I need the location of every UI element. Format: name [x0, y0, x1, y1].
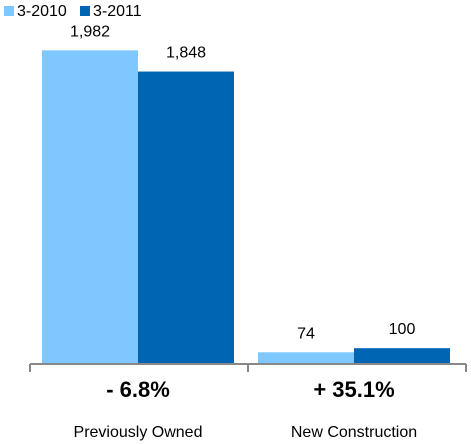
legend: 3-2010 3-2011 — [4, 3, 142, 20]
legend-label-0: 3-2010 — [17, 3, 67, 20]
bar-1-1 — [354, 348, 450, 364]
bar-1-0 — [258, 352, 354, 364]
bar-0-1 — [138, 71, 234, 365]
change-label-0: - 6.8% — [106, 377, 170, 402]
data-label-0-0: 1,982 — [70, 23, 110, 40]
bars — [42, 50, 450, 365]
category-label-1: New Construction — [291, 424, 417, 441]
data-labels: 1,982 1,848 74 100 — [70, 23, 415, 342]
legend-swatch-0 — [4, 6, 14, 16]
bar-0-0 — [42, 50, 138, 364]
x-axis — [29, 363, 467, 372]
legend-label-1: 3-2011 — [93, 3, 142, 20]
data-label-1-1: 100 — [389, 321, 416, 338]
data-label-1-0: 74 — [297, 325, 315, 342]
change-label-1: + 35.1% — [313, 377, 394, 402]
category-labels: - 6.8% Previously Owned + 35.1% New Constru… — [74, 377, 418, 441]
data-label-0-1: 1,848 — [166, 45, 206, 62]
category-label-0: Previously Owned — [74, 424, 203, 441]
legend-swatch-1 — [80, 6, 90, 16]
